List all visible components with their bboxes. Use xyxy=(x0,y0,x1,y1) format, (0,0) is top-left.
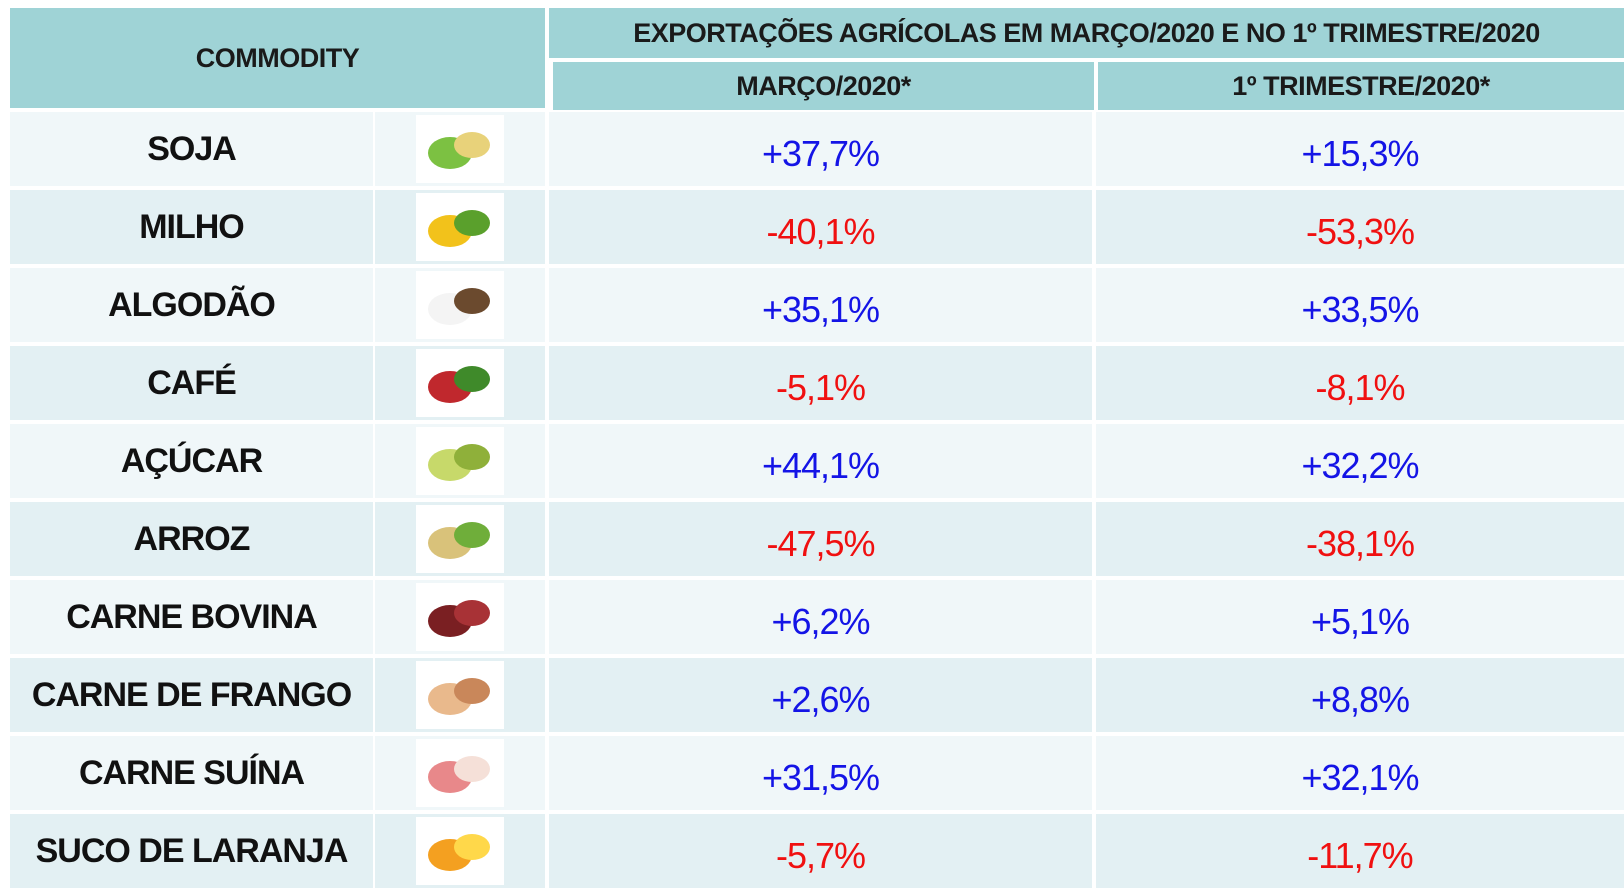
icon-cell xyxy=(375,580,545,654)
commodity-icon xyxy=(416,115,504,183)
group-header: EXPORTAÇÕES AGRÍCOLAS EM MARÇO/2020 E NO… xyxy=(549,8,1624,58)
value: -11,7% xyxy=(1096,814,1624,888)
commodity-icon xyxy=(416,271,504,339)
commodity-name: CARNE DE FRANGO xyxy=(10,658,373,732)
icon-cell xyxy=(375,424,545,498)
commodity-header: COMMODITY xyxy=(10,8,545,108)
value: +31,5% xyxy=(549,736,1092,810)
value: +5,1% xyxy=(1096,580,1624,654)
icon-cell xyxy=(375,658,545,732)
commodity-icon xyxy=(416,583,504,651)
commodity-name: ARROZ xyxy=(10,502,373,576)
value: -5,1% xyxy=(549,346,1092,420)
icon-cell xyxy=(375,736,545,810)
value: +2,6% xyxy=(549,658,1092,732)
icon-cell xyxy=(375,268,545,342)
value: +32,2% xyxy=(1096,424,1624,498)
value: +6,2% xyxy=(549,580,1092,654)
commodity-name: CARNE BOVINA xyxy=(10,580,373,654)
icon-cell xyxy=(375,346,545,420)
commodity-icon xyxy=(416,661,504,729)
value: -38,1% xyxy=(1096,502,1624,576)
icon-cell xyxy=(375,502,545,576)
icon-cell xyxy=(375,112,545,186)
commodity-icon xyxy=(416,817,504,885)
commodity-icon xyxy=(416,427,504,495)
column-header: 1º TRIMESTRE/2020* xyxy=(1098,62,1624,110)
column-header: MARÇO/2020* xyxy=(553,62,1094,110)
value: +32,1% xyxy=(1096,736,1624,810)
commodity-icon xyxy=(416,505,504,573)
commodity-icon xyxy=(416,349,504,417)
commodity-name: ALGODÃO xyxy=(10,268,373,342)
value: -53,3% xyxy=(1096,190,1624,264)
value: -40,1% xyxy=(549,190,1092,264)
value: +37,7% xyxy=(549,112,1092,186)
commodity-icon xyxy=(416,193,504,261)
page: COMMODITY EXPORTAÇÕES AGRÍCOLAS EM MARÇO… xyxy=(0,0,1624,892)
commodity-name: AÇÚCAR xyxy=(10,424,373,498)
value: +35,1% xyxy=(549,268,1092,342)
commodity-icon xyxy=(416,739,504,807)
icon-cell xyxy=(375,190,545,264)
commodity-name: CARNE SUÍNA xyxy=(10,736,373,810)
commodity-name: SUCO DE LARANJA xyxy=(10,814,373,888)
commodity-name: CAFÉ xyxy=(10,346,373,420)
value: +8,8% xyxy=(1096,658,1624,732)
commodity-name: MILHO xyxy=(10,190,373,264)
commodity-name: SOJA xyxy=(10,112,373,186)
icon-cell xyxy=(375,814,545,888)
value: +15,3% xyxy=(1096,112,1624,186)
value: +33,5% xyxy=(1096,268,1624,342)
value: -47,5% xyxy=(549,502,1092,576)
value: -5,7% xyxy=(549,814,1092,888)
value: -8,1% xyxy=(1096,346,1624,420)
value: +44,1% xyxy=(549,424,1092,498)
